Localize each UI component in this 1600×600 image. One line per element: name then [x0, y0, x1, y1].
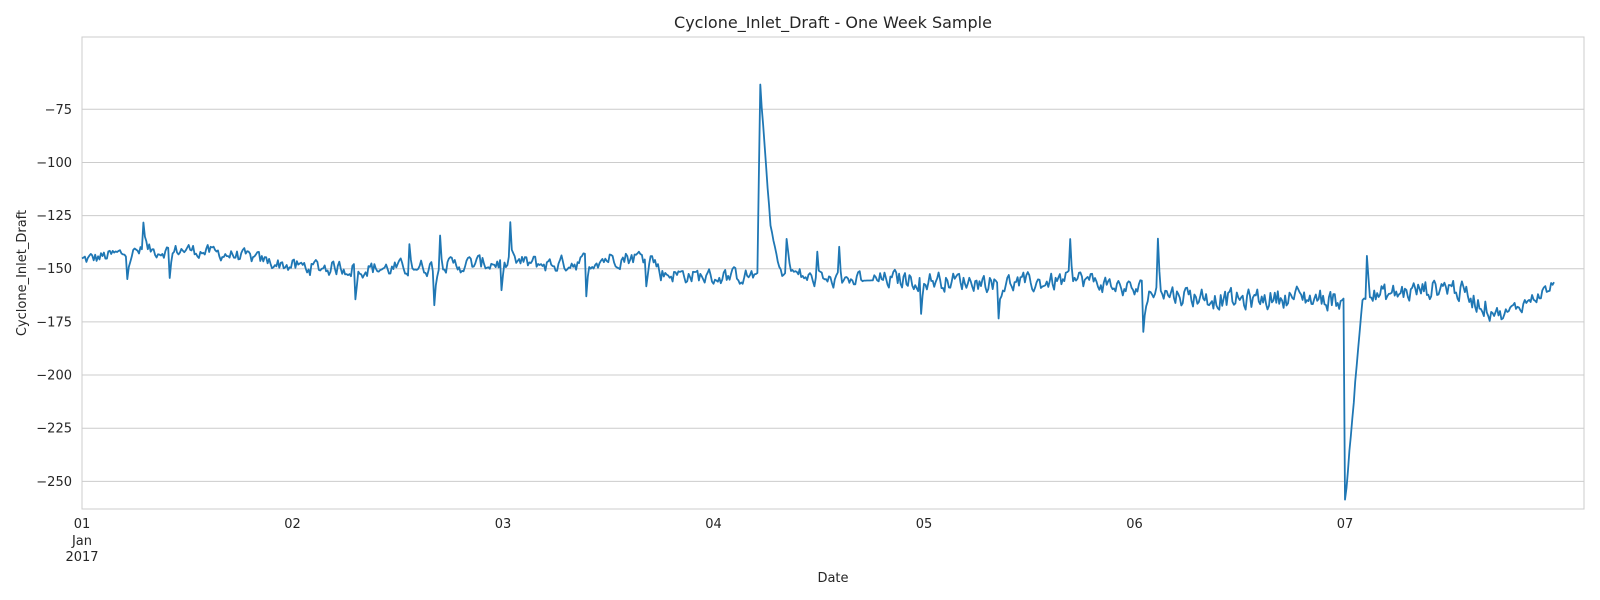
x-tick-label: 06 — [1126, 517, 1143, 532]
y-tick-label: −150 — [36, 262, 72, 277]
y-tick-label: −250 — [36, 475, 72, 490]
y-tick-label: −200 — [36, 369, 72, 384]
grid-lines — [82, 108, 1584, 482]
y-tick-label: −175 — [36, 315, 72, 330]
x-tick-label: 05 — [916, 517, 933, 532]
y-tick-label: −100 — [36, 156, 72, 171]
plot-area-frame — [81, 36, 1585, 510]
y-tick-label: −125 — [36, 209, 72, 224]
series-line — [81, 83, 1555, 501]
chart-title: Cyclone_Inlet_Draft - One Week Sample — [674, 13, 992, 33]
x-axis-label: Date — [817, 571, 848, 586]
x-tick-label: 07 — [1337, 517, 1354, 532]
x-tick-label: 03 — [495, 517, 512, 532]
x-tick-sublabel: Jan — [71, 534, 92, 549]
y-tick-label: −75 — [45, 103, 72, 118]
x-tick-sublabel: 2017 — [65, 550, 98, 565]
y-tick-label: −225 — [36, 422, 72, 437]
y-axis-ticks: −75 −100 −125 −150 −175 −200 −225 −250 — [36, 103, 72, 490]
x-tick-label: 02 — [284, 517, 301, 532]
x-tick-label: 01 — [74, 517, 91, 532]
x-tick-label: 04 — [705, 517, 722, 532]
y-axis-label: Cyclone_Inlet_Draft — [15, 210, 30, 336]
